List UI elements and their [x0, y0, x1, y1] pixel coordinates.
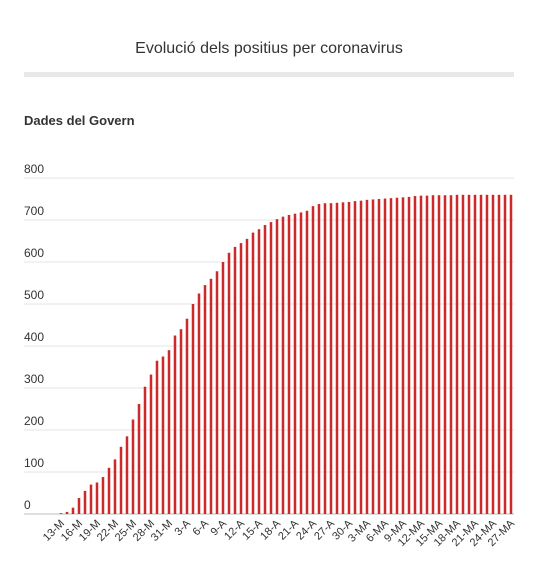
bar: [275, 219, 279, 514]
bar: [485, 194, 489, 515]
y-tick-label: 600: [24, 246, 44, 260]
bar: [389, 198, 393, 514]
title-divider: [24, 72, 514, 77]
bar: [425, 195, 429, 514]
bar: [257, 229, 261, 515]
bar: [413, 196, 417, 514]
bar: [317, 204, 321, 515]
bar: [467, 194, 471, 515]
y-tick-label: 500: [24, 288, 44, 302]
bar: [281, 216, 285, 514]
bar: [377, 199, 381, 514]
bar: [341, 202, 345, 515]
bar: [119, 446, 123, 514]
bar: [239, 243, 243, 514]
bar: [509, 194, 513, 515]
bar: [503, 194, 507, 515]
y-tick-label: 0: [24, 498, 31, 512]
bar: [233, 246, 237, 514]
bar: [479, 194, 483, 515]
bar: [473, 194, 477, 515]
bar: [431, 195, 435, 514]
bar: [323, 203, 327, 514]
x-tick-label: 31-M: [149, 518, 175, 544]
bar: [203, 285, 207, 514]
bar: [293, 213, 297, 514]
bar: [269, 222, 273, 514]
y-tick-label: 700: [24, 204, 44, 218]
bar: [101, 477, 105, 514]
bar: [137, 403, 141, 514]
grid-lines: [24, 177, 514, 515]
bar: [59, 513, 63, 514]
bar: [179, 329, 183, 514]
bar: [437, 195, 441, 514]
bar: [83, 490, 87, 514]
bar: [401, 197, 405, 514]
bar: [71, 507, 75, 514]
bar: [449, 195, 453, 514]
bar: [455, 194, 459, 515]
bar: [263, 225, 267, 515]
bar: [215, 271, 219, 514]
y-tick-label: 300: [24, 372, 44, 386]
bar: [113, 459, 117, 514]
chart-subtitle: Dades del Govern: [24, 113, 135, 128]
bar: [359, 200, 363, 514]
bars: [59, 194, 513, 515]
bar: [209, 278, 213, 514]
bar: [89, 484, 93, 514]
y-tick-label: 800: [24, 162, 44, 176]
bar: [461, 194, 465, 515]
bar: [173, 335, 177, 514]
bar: [419, 195, 423, 514]
bar: [383, 198, 387, 514]
bar: [365, 199, 369, 514]
bar: [65, 511, 69, 514]
y-tick-label: 100: [24, 456, 44, 470]
bar: [497, 194, 501, 515]
bar: [149, 374, 153, 514]
bar: [335, 202, 339, 514]
bar: [407, 196, 411, 514]
bar: [191, 304, 195, 514]
bar: [299, 212, 303, 514]
bar: [185, 318, 189, 514]
bar: [251, 232, 255, 514]
bar: [329, 203, 333, 514]
bar: [347, 201, 351, 514]
bar: [245, 238, 249, 514]
bar: [107, 467, 111, 514]
x-tick-label: 3-A: [173, 517, 194, 538]
x-axis-ticks: 13-M16-M19-M22-M25-M28-M31-M3-A6-A9-A12-…: [41, 517, 518, 549]
bar: [227, 252, 231, 514]
y-axis-ticks: 0 100 200 300 400 500 600 700 800: [24, 162, 44, 512]
bar: [143, 386, 147, 514]
chart-title: Evolució dels positius per coronavirus: [135, 40, 403, 57]
bar: [221, 262, 225, 514]
y-tick-label: 200: [24, 414, 44, 428]
bar: [443, 195, 447, 514]
y-tick-label: 400: [24, 330, 44, 344]
bar: [395, 197, 399, 515]
bar: [305, 210, 309, 514]
bar: [167, 350, 171, 514]
bar: [95, 482, 99, 514]
bar: [125, 436, 129, 514]
bar: [353, 201, 357, 514]
bar: [161, 356, 165, 514]
bar: [371, 199, 375, 515]
bar: [77, 498, 81, 514]
bar: [131, 419, 135, 514]
bar: [491, 194, 495, 515]
bar: [197, 293, 201, 514]
bar: [155, 360, 159, 514]
bar: [287, 214, 291, 514]
bar: [311, 206, 315, 514]
x-tick-label: 6-A: [191, 517, 212, 538]
